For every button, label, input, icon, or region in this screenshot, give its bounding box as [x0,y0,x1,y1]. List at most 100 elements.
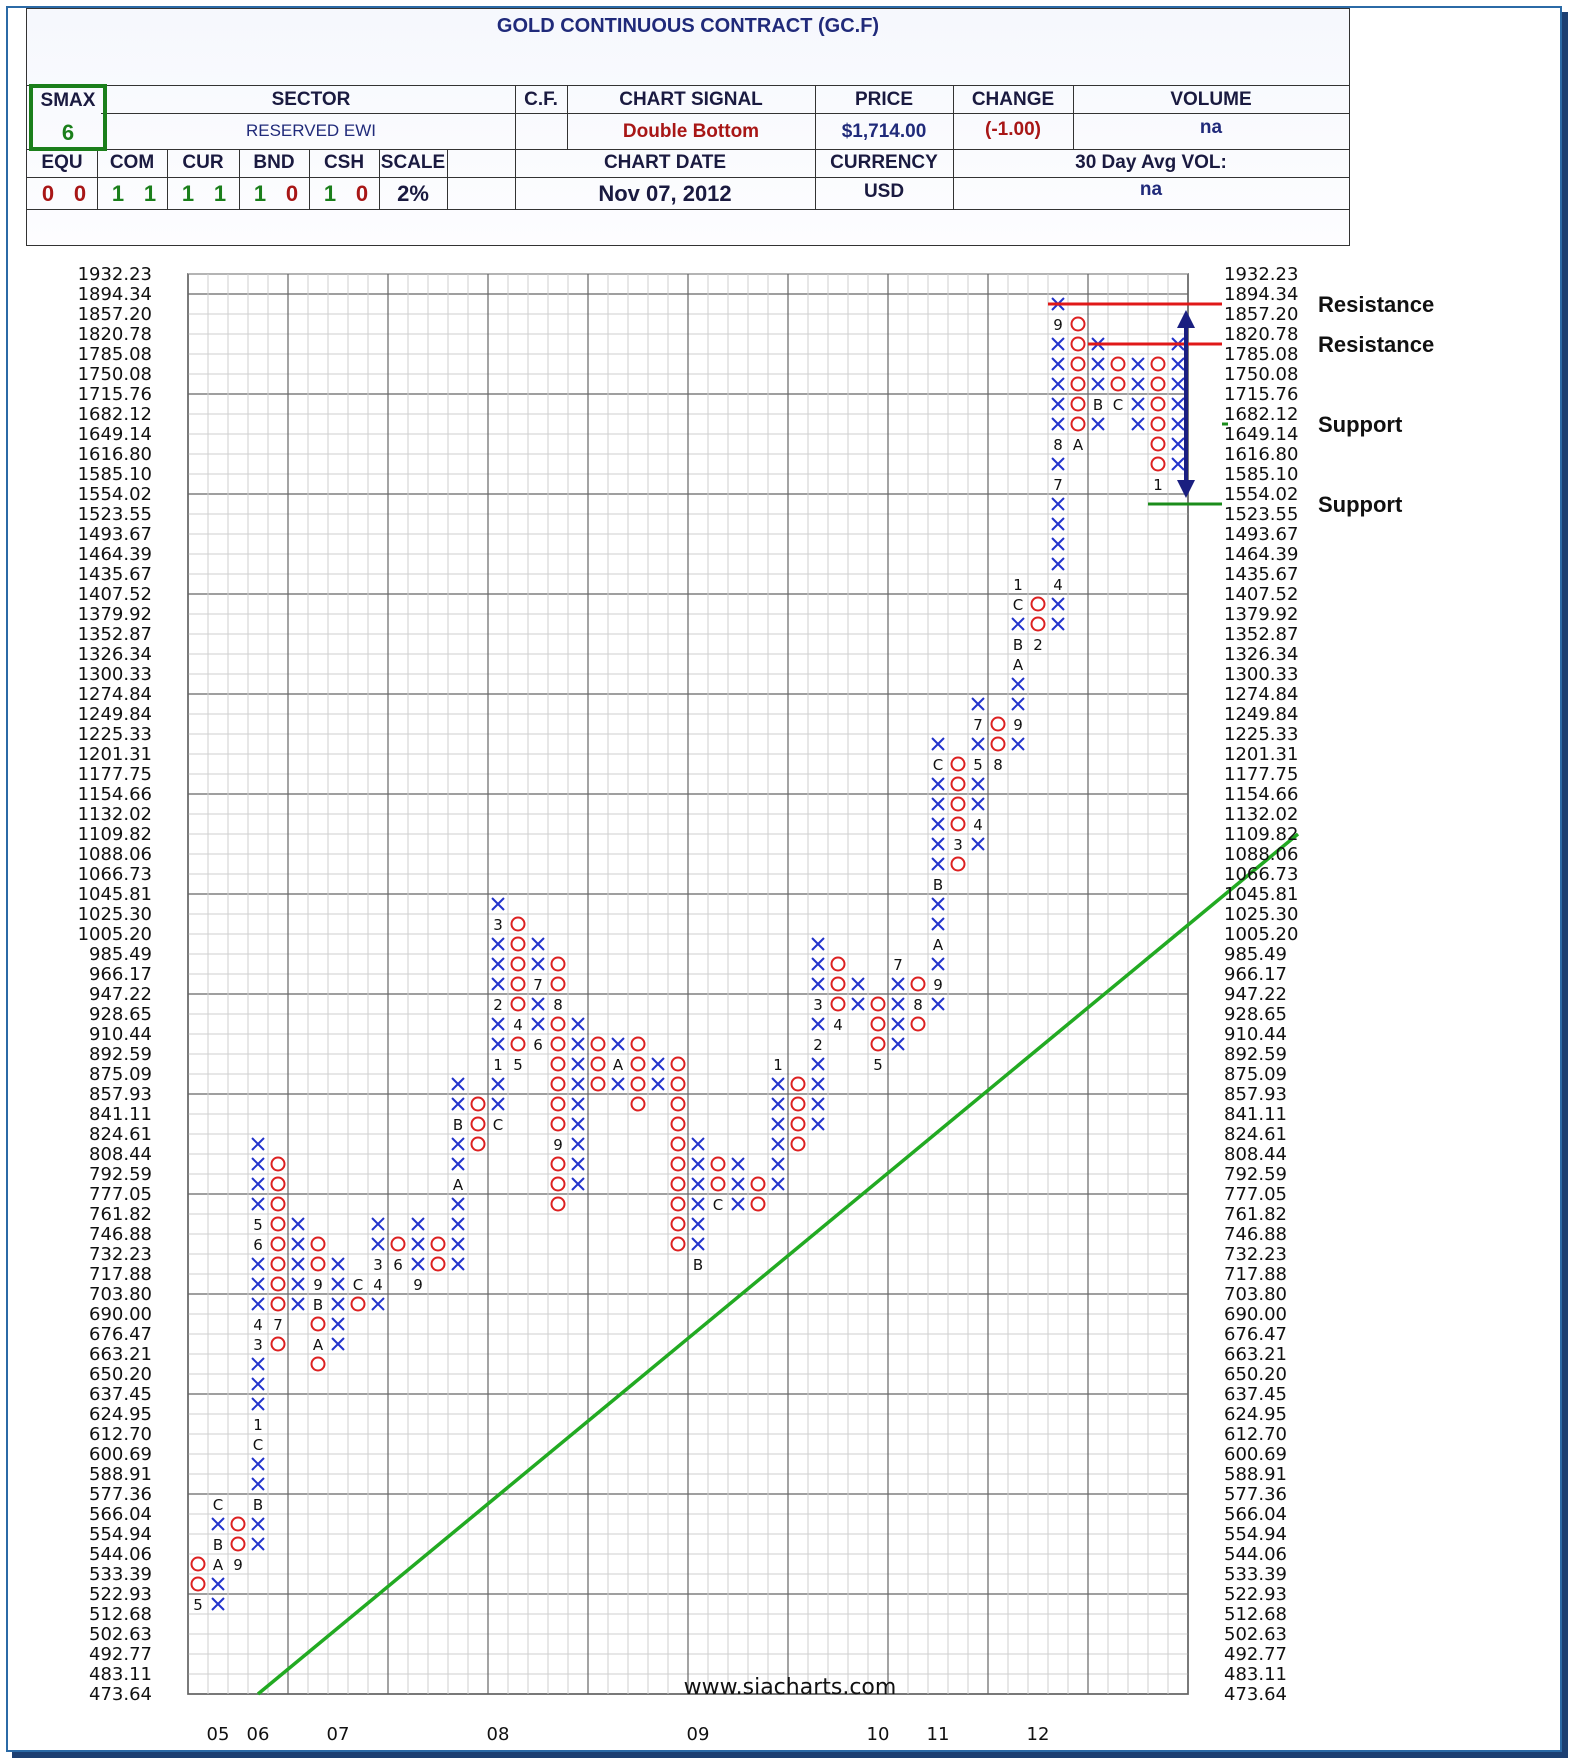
header-divider [239,149,240,209]
o-mark [350,1296,366,1312]
x-mark [451,1157,465,1171]
o-mark [270,1256,286,1272]
y-tick-label-left: 554.94 [89,1524,152,1545]
x-mark [1131,357,1145,371]
month-marker: C [213,1496,223,1514]
header-panel: GOLD CONTINUOUS CONTRACT (GC.F) SMAX 6 S… [26,8,1350,246]
bnd-score-1: 1 [253,181,267,206]
y-tick-label-left: 1820.78 [78,324,152,345]
y-tick-label-right: 1649.14 [1224,424,1298,445]
y-tick-label-left: 483.11 [89,1664,152,1685]
x-mark [771,1177,785,1191]
header-divider [27,85,1349,86]
month-marker: A [1013,656,1024,674]
x-mark [1051,597,1065,611]
smax-label: SMAX [40,90,96,111]
x-mark-stroke [491,937,505,951]
x-mark [1091,417,1105,431]
x-mark [971,777,985,791]
header-divider [101,113,1349,114]
month-marker: 4 [253,1316,263,1334]
y-tick-label-left: 588.91 [89,1464,152,1485]
x-mark-stroke [931,857,945,871]
y-tick-label-right: 703.80 [1224,1284,1287,1305]
x-tick-label: 05 [207,1724,230,1745]
x-mark [611,1037,625,1051]
y-tick-label-left: 857.93 [89,1084,152,1105]
o-mark [1150,416,1166,432]
y-tick-label-right: 1523.55 [1224,504,1298,525]
cf-label: C.F. [524,89,558,110]
x-mark [931,817,945,831]
o-mark [670,1156,686,1172]
y-tick-label-right: 792.59 [1224,1164,1287,1185]
y-tick-label-left: 1177.75 [78,764,152,785]
x-mark [771,1097,785,1111]
x-mark-stroke [811,1017,825,1031]
x-tick-label: 08 [487,1724,510,1745]
y-tick-label-right: 624.95 [1224,1404,1287,1425]
y-tick-label-left: 947.22 [89,984,152,1005]
header-divider [515,149,516,209]
trend-line [256,832,1300,1696]
x-mark-stroke [491,1077,505,1091]
x-mark-stroke [691,1217,705,1231]
o-mark [510,936,526,952]
x-mark-stroke [371,1217,385,1231]
avg-volume-value: na [1139,179,1163,200]
y-tick-label-right: 1435.67 [1224,564,1298,585]
com-score-1: 1 [111,181,125,206]
x-mark [371,1237,385,1251]
scale-value: 2% [397,181,429,206]
x-mark-stroke [451,1197,465,1211]
x-mark-stroke [571,1057,585,1071]
resistance-label: Resistance [1318,332,1434,357]
x-mark [571,1137,585,1151]
smax-box: SMAX 6 [29,84,107,151]
o-mark [870,1016,886,1032]
o-mark [670,1076,686,1092]
x-mark-stroke [1091,377,1105,391]
x-mark [1011,617,1025,631]
header-divider [1073,85,1074,149]
x-mark [251,1377,265,1391]
o-mark [1070,356,1086,372]
y-tick-label-right: 1682.12 [1224,404,1298,425]
y-tick-label-left: 1585.10 [78,464,152,485]
x-mark-stroke [571,1077,585,1091]
month-marker: 6 [533,1036,543,1054]
x-mark [851,977,865,991]
y-tick-label-right: 1554.02 [1224,484,1298,505]
o-mark [550,976,566,992]
resistance-label: Resistance [1318,292,1434,317]
x-mark-stroke [1051,617,1065,631]
x-mark-stroke [451,1077,465,1091]
chart-signal-value: Double Bottom [622,121,760,142]
o-mark [510,956,526,972]
o-mark [950,796,966,812]
month-marker: 1 [1013,576,1023,594]
x-mark-stroke [571,1117,585,1131]
x-mark [491,1037,505,1051]
x-mark-stroke [1171,417,1185,431]
o-mark [550,1196,566,1212]
x-mark-stroke [211,1577,225,1591]
y-tick-label-left: 650.20 [89,1364,152,1385]
currency-label: CURRENCY [830,152,938,173]
y-tick-label-left: 1300.33 [78,664,152,685]
y-tick-label-left: 1379.92 [78,604,152,625]
month-marker: 8 [913,996,923,1014]
x-mark-stroke [211,1597,225,1611]
o-mark [950,856,966,872]
o-mark [830,956,846,972]
x-mark [931,897,945,911]
header-divider [27,149,1349,150]
x-mark-stroke [531,937,545,951]
bnd-label: BND [253,152,295,173]
x-mark-stroke [891,1037,905,1051]
o-mark [950,816,966,832]
month-marker: 9 [313,1276,323,1294]
x-mark-stroke [451,1257,465,1271]
x-mark [251,1457,265,1471]
